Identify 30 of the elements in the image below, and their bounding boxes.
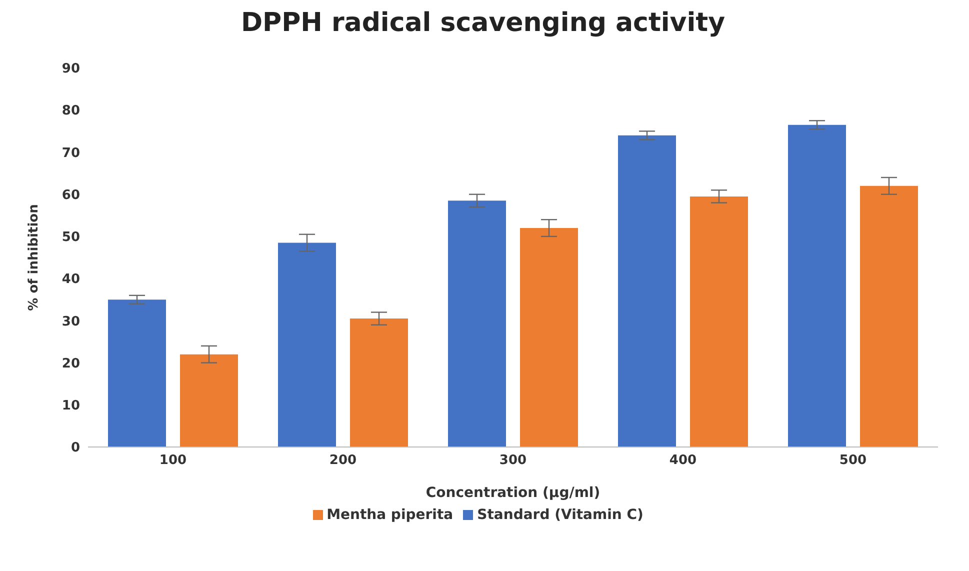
y-tick-label: 20: [62, 356, 80, 372]
legend-label: Mentha piperita: [326, 507, 454, 523]
x-tick-label: 500: [839, 453, 867, 468]
bar: [618, 135, 676, 447]
legend-label: Standard (Vitamin C): [477, 507, 644, 523]
y-tick-label: 40: [62, 272, 80, 288]
x-axis-title: Concentration (µg/ml): [426, 485, 600, 501]
bar: [860, 186, 918, 447]
chart-title: DPPH radical scavenging activity: [240, 8, 726, 38]
y-tick-label: 0: [70, 440, 80, 456]
bar: [788, 124, 846, 447]
y-tick-label: 60: [62, 188, 80, 203]
y-tick-label: 70: [62, 146, 80, 161]
bar: [448, 200, 506, 447]
bar: [180, 354, 238, 447]
y-axis-title: % of inhibition: [26, 204, 42, 311]
bar: [108, 300, 166, 447]
x-tick-label: 100: [159, 453, 187, 468]
y-tick-label: 90: [62, 62, 80, 77]
y-tick-label: 50: [62, 230, 80, 246]
bar: [690, 196, 748, 447]
y-tick-label: 30: [62, 314, 80, 330]
bar: [350, 318, 408, 447]
bar: [278, 242, 336, 447]
x-tick-label: 200: [329, 453, 357, 468]
y-tick-label: 80: [62, 104, 80, 119]
y-tick-label: 10: [62, 398, 80, 414]
x-tick-label: 400: [669, 453, 697, 468]
bar: [520, 228, 578, 447]
x-tick-label: 300: [499, 453, 527, 468]
